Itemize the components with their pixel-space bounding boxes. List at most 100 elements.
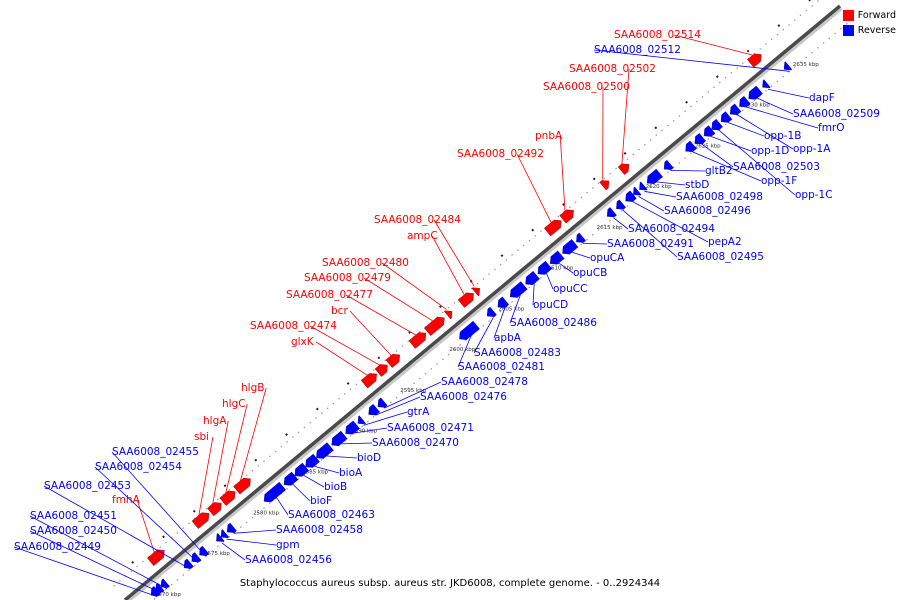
gene-saa6008_02453-leader: [43, 485, 191, 570]
gene-glxk-leader: [315, 341, 368, 376]
gene-opucb-label: opuCB: [573, 267, 607, 279]
gene-fmha-arrow: [147, 549, 165, 567]
gene-saa6008_02476-label: SAA6008_02476: [420, 391, 507, 403]
gene-saa6008_02502-leader: [621, 68, 630, 164]
gene-opp-1d-arrow: [703, 125, 716, 137]
gene-saa6008_02512-label: SAA6008_02512: [594, 44, 681, 56]
gene-bcr-leader: [349, 310, 392, 356]
scale-tick-label: 2600 kbp: [449, 347, 475, 353]
gene-saa6008_02453-label: SAA6008_02453: [44, 480, 131, 492]
gene-stbd-arrow: [646, 168, 663, 184]
gene-saa6008_02454-arrow: [191, 552, 202, 563]
gene-saa6008_02481-label: SAA6008_02481: [458, 361, 545, 373]
gene-saa6008_02486-arrow: [509, 281, 528, 298]
gene-hlga-arrow: [207, 502, 222, 517]
gene-ampc-leader: [431, 235, 465, 295]
gene-saa6008_02512-arrow: [783, 61, 793, 71]
scale-tick-label: 2625 kbp: [695, 143, 721, 149]
gene-fmro-leader: [746, 106, 819, 129]
gene-saa6008_02451-label: SAA6008_02451: [30, 510, 117, 522]
gene-saa6008_02495-label: SAA6008_02495: [677, 251, 764, 263]
gene-saa6008_02502-label: SAA6008_02502: [569, 63, 656, 75]
gene-gpm-leader: [226, 538, 277, 546]
gene-opp-1a-arrow: [729, 103, 742, 115]
gene-opuca-label: opuCA: [590, 252, 625, 264]
gene-gltb2-label: gltB2: [705, 165, 733, 177]
gene-biof-arrow: [283, 471, 299, 486]
gene-opucb-arrow: [549, 250, 565, 265]
gene-saa6008_02483-label: SAA6008_02483: [474, 347, 561, 359]
gene-biob-label: bioB: [324, 481, 347, 493]
gene-saa6008_02480-label: SAA6008_02480: [322, 257, 409, 269]
gene-bioa-label: bioA: [339, 467, 363, 479]
gene-opp-1c-arrow: [711, 118, 723, 131]
gene-leader-lines: [13, 34, 819, 597]
gene-apba-leader: [493, 307, 506, 339]
gene-saa6008_02514-leader: [673, 34, 753, 56]
gene-saa6008_02458-arrow: [226, 522, 237, 533]
gene-pnba-label: pnbA: [535, 130, 563, 142]
gene-opp-1d-label: opp-1D: [751, 145, 789, 157]
gene-saa6008_02463-label: SAA6008_02463: [288, 509, 375, 521]
gene-bcr-arrow: [385, 353, 400, 368]
gene-saa6008_02491-leader: [582, 242, 608, 245]
gene-dapf-arrow: [762, 79, 771, 89]
gene-saa6008_02471-label: SAA6008_02471: [387, 422, 474, 434]
genome-backbone: [123, 4, 842, 600]
legend-reverse: Reverse: [842, 23, 896, 38]
gene-stbd-leader: [656, 181, 686, 186]
gene-dapf-leader: [767, 88, 810, 99]
gene-saa6008_02492-arrow: [543, 219, 562, 237]
scale-tick-label: 2610 kbp: [548, 266, 574, 272]
gene-saa6008_02494-leader: [613, 217, 629, 230]
gene-saa6008_02458-label: SAA6008_02458: [276, 524, 363, 536]
gene-gltb2-arrow: [663, 159, 674, 170]
gene-sbi-label: sbi: [194, 431, 209, 443]
gene-saa6008_02494-label: SAA6008_02494: [628, 223, 715, 235]
gene-saa6008_02476-leader: [375, 396, 421, 416]
gene-saa6008_02483-arrow: [486, 306, 497, 317]
gene-opucc-label: opuCC: [553, 283, 587, 295]
gene-biof-label: bioF: [310, 495, 332, 507]
gene-saa6008_02450-leader: [29, 530, 162, 594]
gene-ampc-arrow: [457, 292, 474, 308]
gene-saa6008_02456-leader: [221, 542, 246, 561]
gene-opuca-arrow: [562, 239, 579, 255]
gene-labels: SAA6008_02449 SAA6008_02450 SAA6008_02451 f…: [14, 29, 880, 566]
gene-saa6008_02455-leader: [111, 451, 207, 557]
gene-opp-1b-label: opp-1B: [764, 130, 801, 142]
gene-gltb2-leader: [670, 169, 706, 172]
gene-gtra-leader: [363, 411, 408, 426]
gene-saa6008_02500-arrow: [599, 180, 610, 191]
gene-saa6008_02496-label: SAA6008_02496: [664, 205, 751, 217]
gene-glxk-label: glxK: [291, 336, 315, 348]
scale-tick-label: 2580 kbp: [253, 510, 279, 516]
gene-apba-arrow: [497, 296, 510, 308]
gene-saa6008_02496-arrow: [633, 186, 642, 196]
gene-biof-leader: [292, 483, 311, 502]
gene-saa6008_02476-arrow: [368, 403, 380, 416]
forward-tick-marks: [109, 0, 812, 583]
gene-opucd-arrow: [525, 271, 540, 285]
gene-saa6008_02458-leader: [233, 529, 277, 534]
gene-saa6008_02454-leader: [94, 466, 199, 564]
gene-gtra-arrow: [357, 415, 367, 425]
legend-forward-label: Forward: [857, 10, 896, 21]
gene-saa6008_02451-leader: [29, 515, 168, 589]
gene-fmro-arrow: [739, 95, 751, 108]
legend-forward: Forward: [842, 8, 896, 23]
gene-glxk-arrow: [360, 373, 377, 389]
gene-saa6008_02477-label: SAA6008_02477: [286, 289, 373, 301]
scale-tick-label: 2595 kbp: [400, 388, 426, 394]
gene-opucc-arrow: [537, 260, 553, 275]
gene-saa6008_02498-label: SAA6008_02498: [676, 191, 763, 203]
gene-opp-1d-leader: [710, 136, 752, 152]
legend-reverse-label: Reverse: [857, 25, 896, 36]
gene-saa6008_02471-leader: [354, 427, 388, 434]
gene-pepa2-arrow: [625, 190, 637, 202]
scale-tick-label: 2620 kbp: [646, 184, 672, 190]
gene-saa6008_02491-label: SAA6008_02491: [607, 238, 694, 250]
genome-caption: Staphylococcus aureus subsp. aureus str.…: [239, 578, 661, 589]
